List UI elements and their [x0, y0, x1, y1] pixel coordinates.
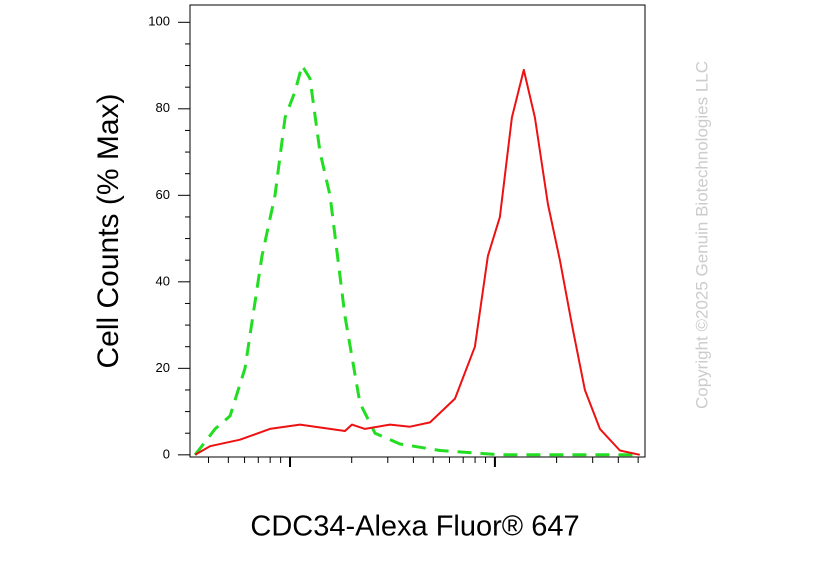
- histogram-line: [193, 64, 640, 457]
- watermark: Copyright ©2025 Genuin Biotechnologies L…: [692, 61, 711, 409]
- y-tick-label: 80: [156, 100, 170, 115]
- y-axis-label: Cell Counts (% Max): [92, 93, 125, 368]
- y-tick-label: 20: [156, 360, 170, 375]
- y-tick-label: 100: [148, 14, 170, 29]
- y-tick-label: 60: [156, 187, 170, 202]
- y-tick-label: 40: [156, 273, 170, 288]
- histogram-line: [194, 68, 641, 456]
- x-axis-label: CDC34-Alexa Fluor® 647: [250, 511, 579, 543]
- y-tick-label: 0: [163, 446, 170, 461]
- plot-frame: [189, 4, 646, 458]
